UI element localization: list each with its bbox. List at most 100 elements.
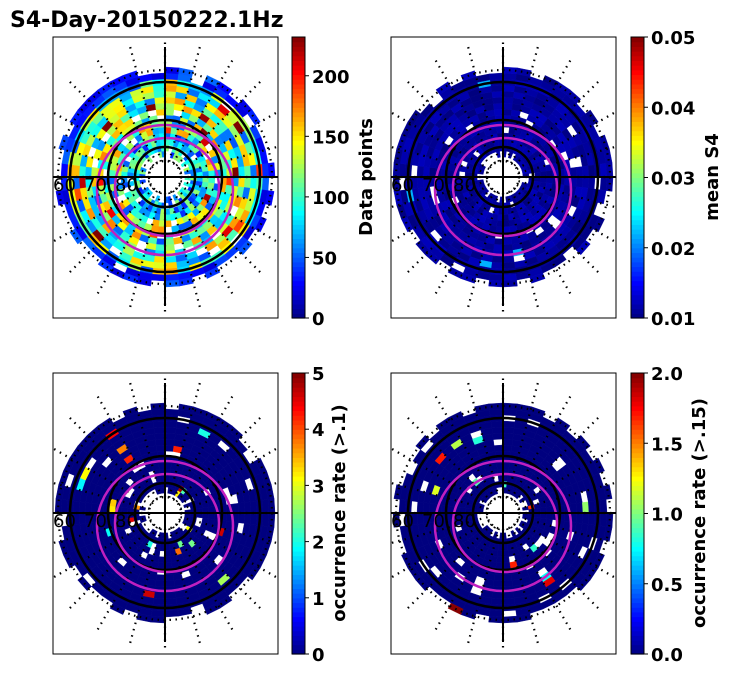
- colorbar-segment: [631, 266, 644, 272]
- panel-mean-s4: 60 70 80 0.01 0.02 0.03 0.04 0.05 mean S4: [390, 28, 723, 330]
- grid-spoke-dotted: [128, 192, 162, 308]
- colorbar-segment: [292, 565, 305, 571]
- heatmap-cell: [164, 262, 178, 270]
- heatmap-cell: [502, 408, 517, 417]
- colorbar-segment: [292, 125, 305, 132]
- auroral-oval-inner: [113, 136, 221, 238]
- heatmap-cell: [502, 238, 513, 246]
- colorbar-tick-label: 1.5: [651, 434, 683, 455]
- colorbar-segment: [292, 447, 305, 454]
- colorbar-frame: [291, 372, 306, 655]
- colorbar-segment: [631, 163, 644, 169]
- colorbar-segment: [631, 457, 644, 463]
- colorbar-segment: [292, 243, 305, 249]
- heatmap-cell: [597, 189, 607, 205]
- heatmap-cell: [502, 598, 516, 606]
- colorbar-segment: [631, 271, 644, 277]
- colorbar-tick-label: 100: [312, 188, 350, 209]
- colorbar-segment: [292, 550, 305, 557]
- colorbar-segment: [292, 429, 305, 435]
- colorbar-segment: [631, 252, 644, 258]
- colorbar-segment: [631, 597, 644, 604]
- colorbar-tick-label: 150: [312, 127, 350, 148]
- colorbar-segment: [631, 65, 644, 71]
- colorbar-tick-label: 0: [312, 645, 325, 666]
- grid-spoke-dotted: [391, 447, 490, 506]
- heatmap-cell: [164, 598, 178, 606]
- polar-area: 60 70 80: [53, 378, 278, 648]
- colorbar-segment: [292, 387, 305, 393]
- heatmap-cell: [155, 108, 166, 116]
- heatmap-cell: [502, 84, 516, 92]
- colorbar-segment: [631, 499, 644, 505]
- grid-spoke-dotted: [53, 180, 150, 209]
- grid-spoke-dotted: [172, 526, 234, 631]
- grid-spoke-dotted: [391, 516, 488, 545]
- colorbar-segment: [631, 116, 644, 122]
- grid-spoke-dotted: [513, 416, 600, 503]
- latitude-label: 80: [115, 175, 138, 196]
- grid-spoke-dotted: [175, 416, 262, 503]
- heatmap-cell: [502, 592, 515, 600]
- colorbar-segment: [631, 621, 644, 627]
- grid-spoke-dotted: [518, 180, 616, 209]
- grid-spoke-dotted: [406, 80, 493, 167]
- heatmap-cell: [155, 444, 166, 452]
- colorbar-segment: [631, 74, 644, 80]
- heatmap-cell: [69, 228, 83, 245]
- colorbar-segment: [292, 480, 305, 486]
- colorbar-segment: [631, 158, 644, 165]
- colorbar-segment: [631, 513, 644, 519]
- grid-spoke-dotted: [180, 145, 278, 174]
- latitude-label: 80: [453, 175, 476, 196]
- heatmap-cell: [152, 420, 166, 428]
- colorbar-segment: [631, 649, 644, 655]
- colorbar-segment: [631, 233, 644, 239]
- heatmap-cell: [136, 613, 152, 623]
- heatmap-cell: [502, 273, 517, 282]
- colorbar-segment: [631, 46, 644, 52]
- grid-spoke-dotted: [391, 520, 490, 579]
- heatmap-cell: [570, 167, 578, 178]
- colorbar-segment: [631, 396, 644, 402]
- grid-spoke-dotted: [391, 481, 488, 510]
- colorbar-segment: [292, 457, 305, 463]
- colorbar-segment: [292, 107, 305, 113]
- colorbar-segment: [631, 313, 644, 319]
- colorbar-segment: [292, 461, 305, 468]
- heatmap-cell: [492, 432, 504, 440]
- colorbar-segment: [631, 602, 644, 608]
- grid-spoke-dotted: [68, 416, 155, 503]
- colorbar-segment: [631, 149, 644, 155]
- latitude-label: 80: [115, 511, 138, 532]
- heatmap-cell: [164, 96, 176, 104]
- heatmap-cell: [164, 609, 179, 618]
- heatmap-cell: [244, 512, 252, 525]
- heatmap-cell: [152, 84, 166, 92]
- axes-frame: [390, 36, 617, 319]
- grid-spoke-dotted: [434, 526, 496, 631]
- heatmap-cell: [164, 592, 177, 600]
- colorbar-segment: [292, 280, 305, 286]
- colorbar-segment: [292, 177, 305, 183]
- heatmap-cell: [502, 426, 515, 434]
- colorbar-segment: [631, 574, 644, 580]
- heatmap-cell: [152, 262, 166, 270]
- grid-spoke-dotted: [506, 382, 540, 498]
- colorbar-label: occurrence rate (>.15): [689, 398, 710, 628]
- grid-spoke-dotted: [178, 110, 278, 170]
- colorbar-tick-label: 0.03: [651, 169, 695, 190]
- colorbar-segment: [292, 579, 305, 585]
- heatmap-cell: [164, 444, 175, 452]
- heatmap-cell: [489, 273, 504, 282]
- colorbar-segment: [292, 313, 305, 319]
- colorbar-segment: [631, 60, 644, 66]
- auroral-oval-inner: [451, 136, 559, 238]
- colorbar-segment: [631, 144, 644, 150]
- grid-spoke-dotted: [506, 192, 540, 308]
- colorbar-segment: [292, 625, 305, 632]
- colorbar-segment: [292, 116, 305, 122]
- heatmap-cell: [576, 512, 584, 524]
- colorbar-segment: [631, 219, 644, 225]
- grid-spoke-dotted: [180, 516, 278, 545]
